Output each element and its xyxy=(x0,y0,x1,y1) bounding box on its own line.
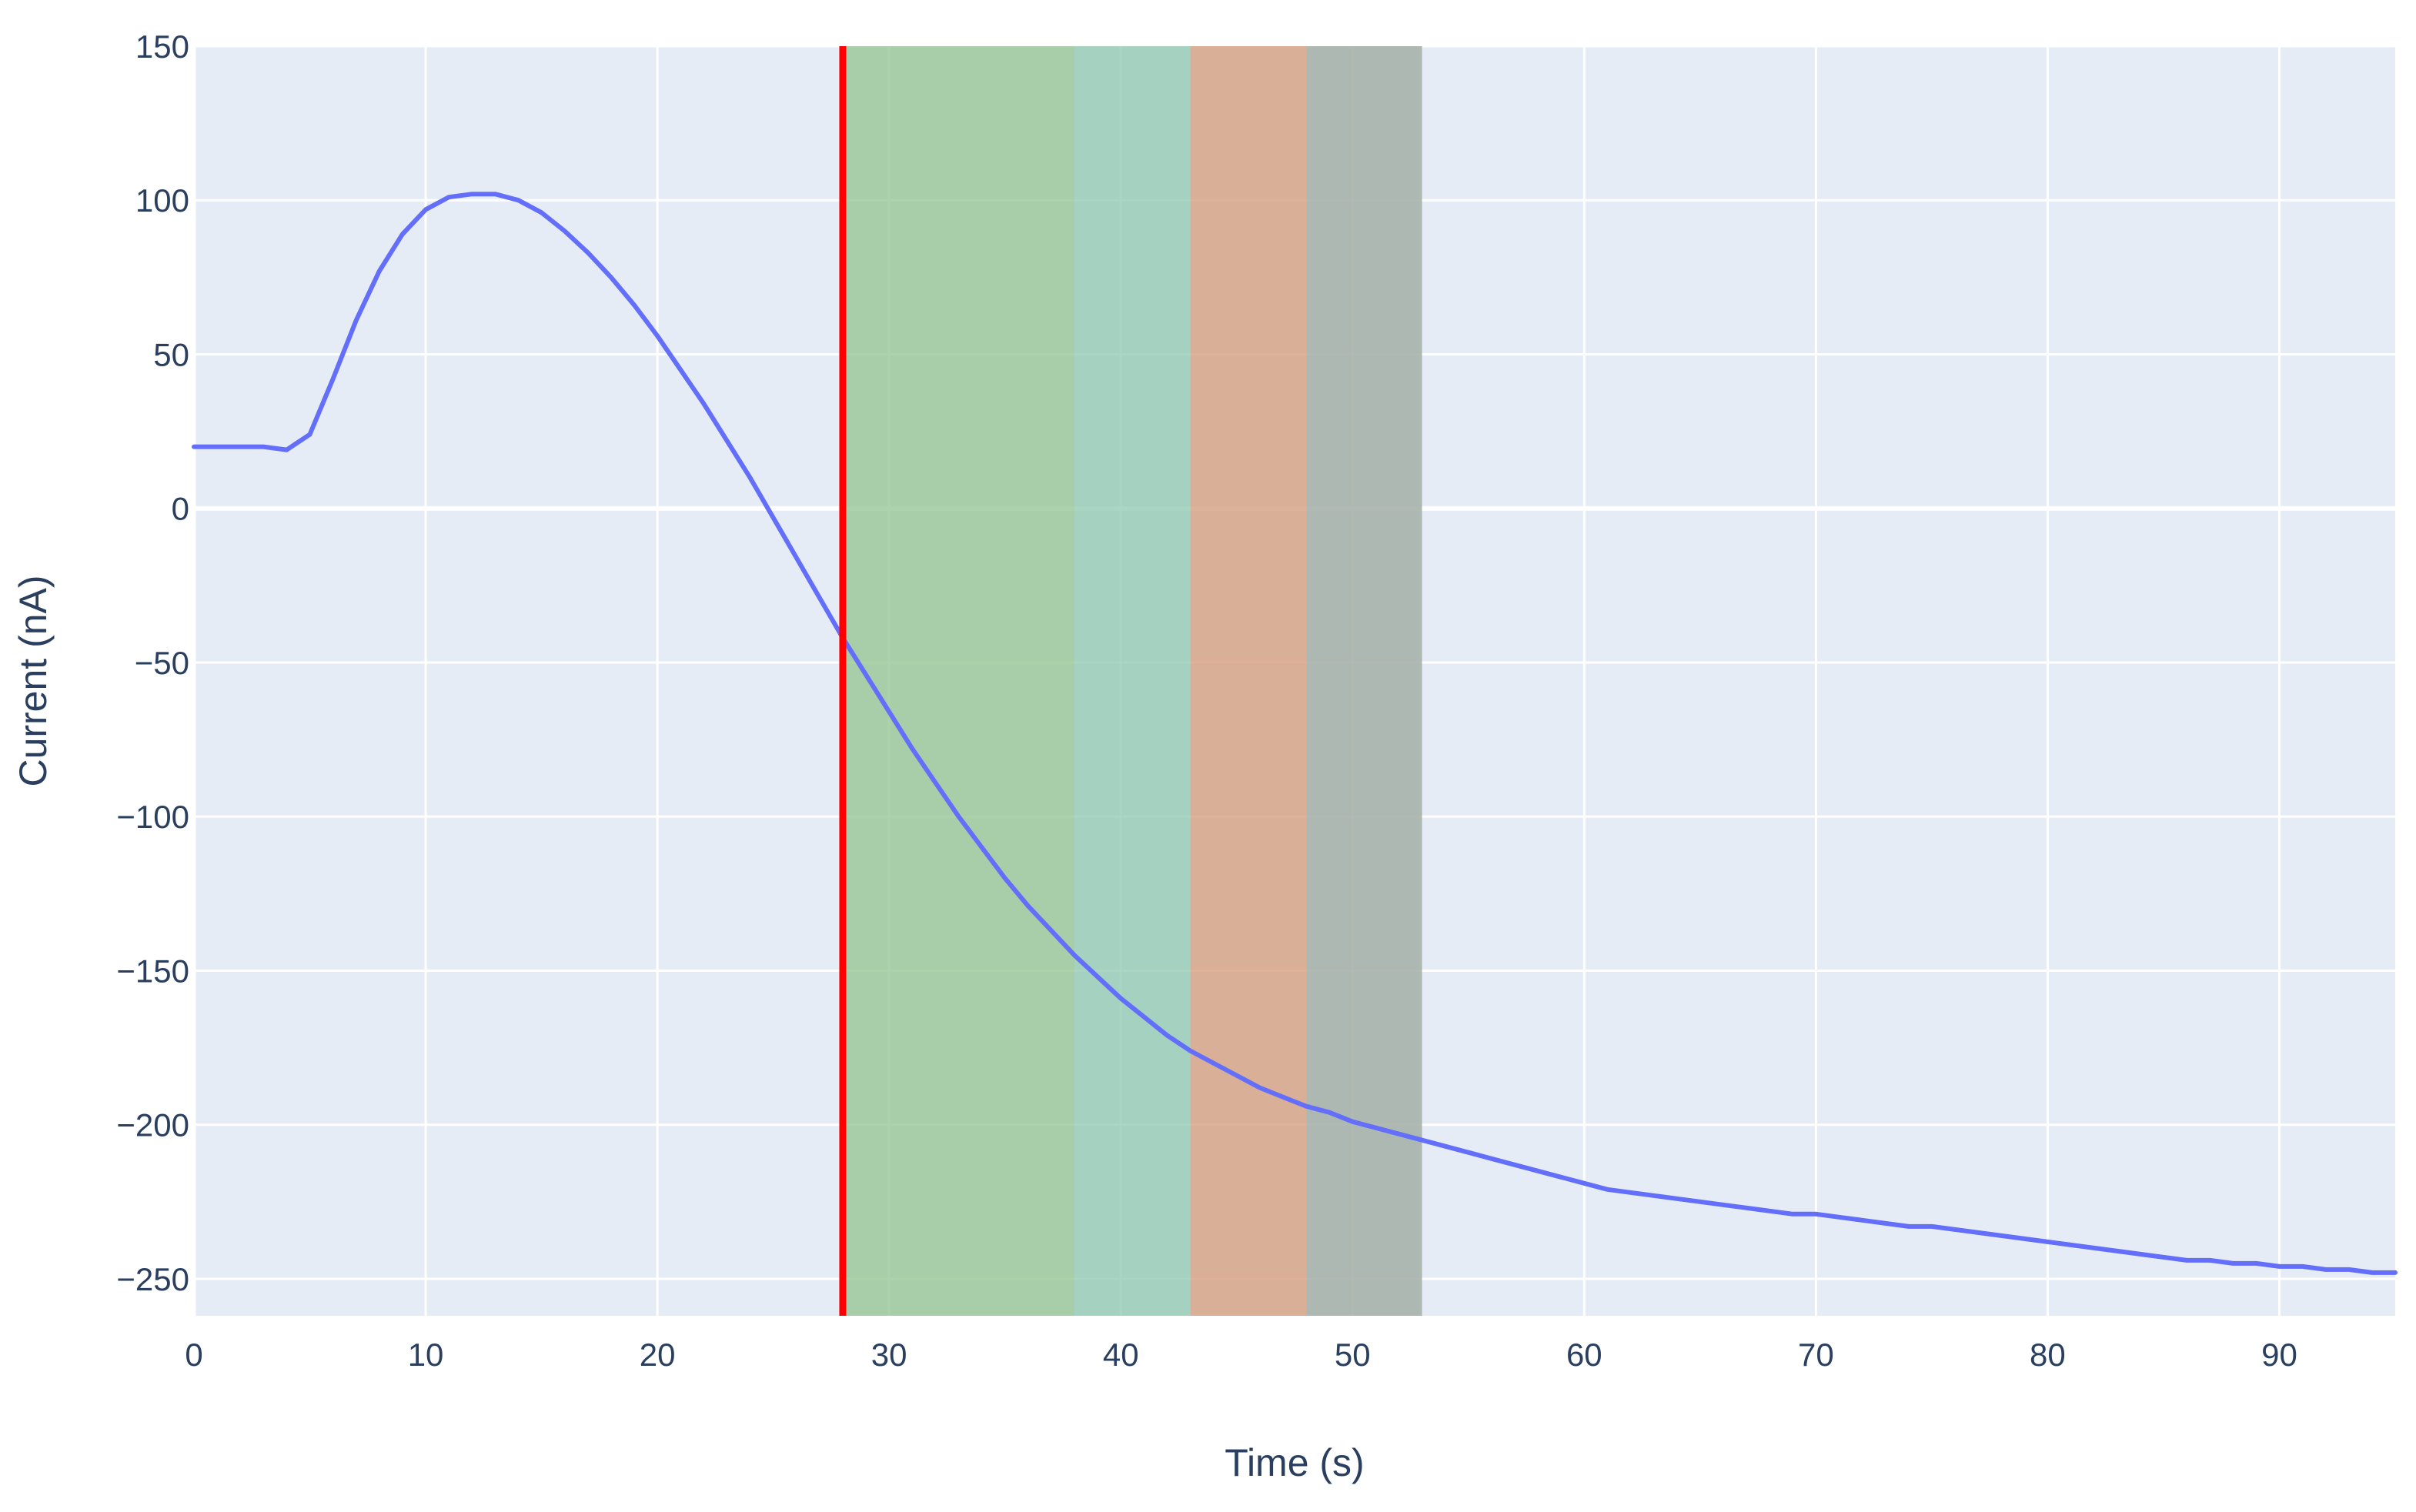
shaded-region xyxy=(1190,46,1307,1316)
x-tick-label: 10 xyxy=(408,1337,444,1373)
x-axis-title: Time (s) xyxy=(1225,1441,1364,1484)
x-tick-label: 90 xyxy=(2261,1337,2297,1373)
shaded-regions xyxy=(842,46,1422,1316)
shaded-region xyxy=(842,46,1074,1316)
x-tick-label: 70 xyxy=(1798,1337,1834,1373)
shaded-region xyxy=(1074,46,1191,1316)
x-tick-label: 60 xyxy=(1566,1337,1602,1373)
y-tick-label: −250 xyxy=(116,1261,189,1297)
y-tick-label: −200 xyxy=(116,1107,189,1143)
x-tick-label: 80 xyxy=(2030,1337,2066,1373)
x-tick-label: 40 xyxy=(1103,1337,1139,1373)
y-tick-label: 100 xyxy=(135,182,189,219)
y-tick-label: 0 xyxy=(172,491,189,527)
tick-labels: 0 10 20 30 40 50 60 70 80 90 150 100 50 0 −50 −100 −150 −… xyxy=(116,28,2297,1373)
series-layer xyxy=(192,192,2398,1275)
y-tick-label: 50 xyxy=(153,336,189,372)
y-tick-label: 150 xyxy=(135,28,189,65)
x-tick-label: 30 xyxy=(871,1337,907,1373)
y-tick-label: −50 xyxy=(135,645,189,681)
x-tick-label: 0 xyxy=(185,1337,202,1373)
shaded-region xyxy=(1306,46,1422,1316)
x-tick-label: 20 xyxy=(640,1337,676,1373)
x-tick-label: 50 xyxy=(1335,1337,1371,1373)
y-tick-label: −150 xyxy=(116,953,189,989)
y-axis-title: Current (nA) xyxy=(12,575,55,786)
y-tick-label: −100 xyxy=(116,799,189,835)
series-line xyxy=(192,192,2398,1275)
